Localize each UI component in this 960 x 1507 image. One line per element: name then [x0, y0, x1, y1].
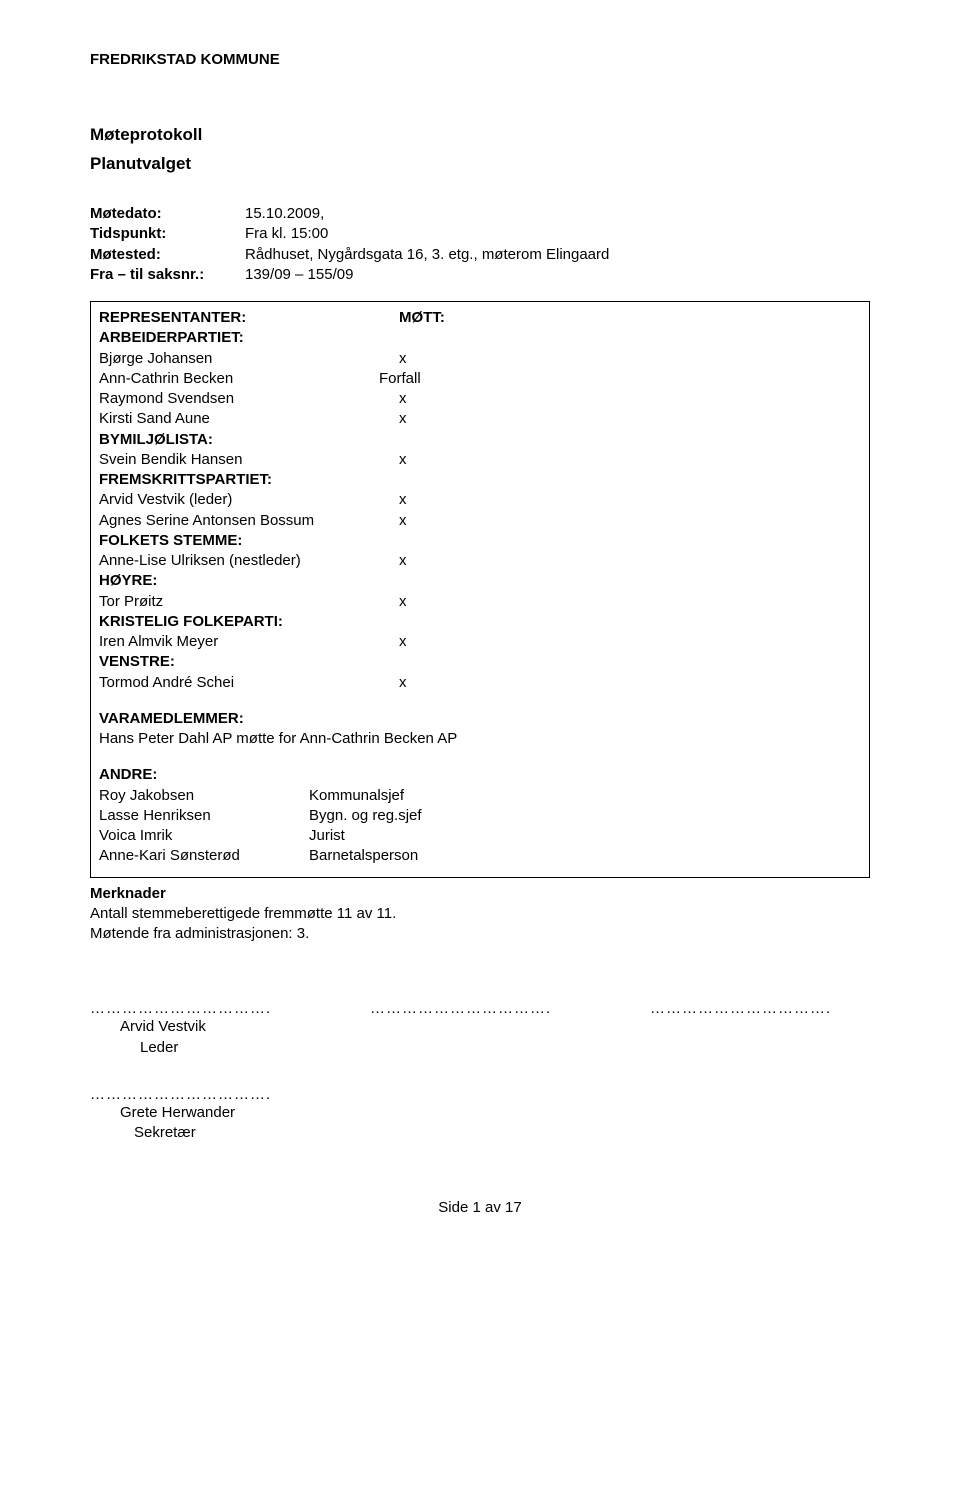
andre-row-3: Voica Imrik Jurist [99, 826, 861, 846]
rep-agnes-status: x [399, 511, 861, 531]
andre-2-role: Bygn. og reg.sjef [309, 806, 422, 826]
signature-row-top: ……………………………. Arvid Vestvik Leder …………………… [90, 1000, 870, 1058]
rep-kirsti: Kirsti Sand Aune x [99, 409, 861, 429]
andre-heading: ANDRE: [99, 765, 861, 785]
sig-dots-1: ……………………………. [90, 1000, 310, 1017]
rep-iren: Iren Almvik Meyer x [99, 632, 861, 652]
sig-slot-4: ……………………………. Grete Herwander Sekretær [90, 1086, 330, 1144]
sig-sek-name: Grete Herwander [90, 1103, 330, 1123]
party-kristelig: KRISTELIG FOLKEPARTI: [99, 612, 861, 632]
representatives-box: REPRESENTANTER: MØTT: ARBEIDERPARTIET: B… [90, 301, 870, 878]
rep-header: REPRESENTANTER: MØTT: [99, 308, 861, 328]
vara-line: Hans Peter Dahl AP møtte for Ann-Cathrin… [99, 729, 861, 749]
rep-agnes: Agnes Serine Antonsen Bossum x [99, 511, 861, 531]
page-footer: Side 1 av 17 [90, 1199, 870, 1216]
rep-bjorge-name: Bjørge Johansen [99, 349, 399, 369]
party-arbeiderpartiet: ARBEIDERPARTIET: [99, 328, 861, 348]
sig-sek-title: Sekretær [90, 1123, 330, 1143]
meta-tidspunkt-label: Tidspunkt: [90, 224, 245, 244]
rep-raymond: Raymond Svendsen x [99, 389, 861, 409]
sig-dots-2: ……………………………. [370, 1000, 590, 1017]
merknader-heading: Merknader [90, 884, 870, 904]
rep-iren-status: x [399, 632, 861, 652]
rep-anncathrin-status: Forfall [379, 369, 861, 389]
meta-motested-label: Møtested: [90, 245, 245, 265]
rep-kirsti-name: Kirsti Sand Aune [99, 409, 399, 429]
vara-heading: VARAMEDLEMMER: [99, 709, 861, 729]
rep-tor-name: Tor Prøitz [99, 592, 399, 612]
andre-3-role: Jurist [309, 826, 345, 846]
meta-saksnr-value: 139/09 – 155/09 [245, 265, 353, 285]
sig-dots-4: ……………………………. [90, 1086, 330, 1103]
andre-1-name: Roy Jakobsen [99, 786, 309, 806]
merknader-line-1: Antall stemmeberettigede fremmøtte 11 av… [90, 904, 870, 924]
andre-row-1: Roy Jakobsen Kommunalsjef [99, 786, 861, 806]
party-venstre: VENSTRE: [99, 652, 861, 672]
title-2: Planutvalget [90, 153, 870, 176]
rep-header-right: MØTT: [399, 308, 861, 328]
rep-anncathrin-name: Ann-Cathrin Becken [99, 369, 399, 389]
rep-tor-status: x [399, 592, 861, 612]
party-folkets: FOLKETS STEMME: [99, 531, 861, 551]
andre-row-2: Lasse Henriksen Bygn. og reg.sjef [99, 806, 861, 826]
merknader-line-2: Møtende fra administrasjonen: 3. [90, 924, 870, 944]
meta-motedato: Møtedato: 15.10.2009, [90, 204, 870, 224]
sig-slot-1: ……………………………. Arvid Vestvik Leder [90, 1000, 310, 1058]
meta-saksnr: Fra – til saksnr.: 139/09 – 155/09 [90, 265, 870, 285]
rep-agnes-name: Agnes Serine Antonsen Bossum [99, 511, 399, 531]
rep-annelise-name: Anne-Lise Ulriksen (nestleder) [99, 551, 399, 571]
rep-svein-name: Svein Bendik Hansen [99, 450, 399, 470]
sig-dots-3: ……………………………. [650, 1000, 870, 1017]
org-name: FREDRIKSTAD KOMMUNE [90, 50, 870, 70]
sig-leder-title: Leder [90, 1038, 310, 1058]
rep-raymond-name: Raymond Svendsen [99, 389, 399, 409]
rep-tormod-name: Tormod André Schei [99, 673, 399, 693]
title-1: Møteprotokoll [90, 124, 870, 147]
meta-tidspunkt: Tidspunkt: Fra kl. 15:00 [90, 224, 870, 244]
rep-bjorge-status: x [399, 349, 861, 369]
rep-header-left: REPRESENTANTER: [99, 308, 399, 328]
rep-anncathrin: Ann-Cathrin Becken Forfall [99, 369, 861, 389]
rep-tormod-status: x [399, 673, 861, 693]
meta-motedato-value: 15.10.2009, [245, 204, 324, 224]
meta-saksnr-label: Fra – til saksnr.: [90, 265, 245, 285]
meta-tidspunkt-value: Fra kl. 15:00 [245, 224, 328, 244]
rep-svein-status: x [399, 450, 861, 470]
sig-leder-name: Arvid Vestvik [90, 1017, 310, 1037]
meta-motested-value: Rådhuset, Nygårdsgata 16, 3. etg., møter… [245, 245, 609, 265]
party-hoyre: HØYRE: [99, 571, 861, 591]
rep-arvid-status: x [399, 490, 861, 510]
rep-raymond-status: x [399, 389, 861, 409]
rep-bjorge: Bjørge Johansen x [99, 349, 861, 369]
sig-slot-2: ……………………………. [370, 1000, 590, 1058]
andre-4-name: Anne-Kari Sønsterød [99, 846, 309, 866]
meta-motedato-label: Møtedato: [90, 204, 245, 224]
page-content: FREDRIKSTAD KOMMUNE Møteprotokoll Planut… [0, 0, 960, 1256]
sig-slot-3: ……………………………. [650, 1000, 870, 1058]
andre-row-4: Anne-Kari Sønsterød Barnetalsperson [99, 846, 861, 866]
andre-4-role: Barnetalsperson [309, 846, 418, 866]
rep-arvid: Arvid Vestvik (leder) x [99, 490, 861, 510]
rep-kirsti-status: x [399, 409, 861, 429]
rep-annelise: Anne-Lise Ulriksen (nestleder) x [99, 551, 861, 571]
andre-3-name: Voica Imrik [99, 826, 309, 846]
rep-annelise-status: x [399, 551, 861, 571]
rep-arvid-name: Arvid Vestvik (leder) [99, 490, 399, 510]
party-fremskrittspartiet: FREMSKRITTSPARTIET: [99, 470, 861, 490]
rep-tor: Tor Prøitz x [99, 592, 861, 612]
rep-iren-name: Iren Almvik Meyer [99, 632, 399, 652]
party-bymiljolista: BYMILJØLISTA: [99, 430, 861, 450]
meta-motested: Møtested: Rådhuset, Nygårdsgata 16, 3. e… [90, 245, 870, 265]
rep-tormod: Tormod André Schei x [99, 673, 861, 693]
andre-2-name: Lasse Henriksen [99, 806, 309, 826]
andre-1-role: Kommunalsjef [309, 786, 404, 806]
rep-svein: Svein Bendik Hansen x [99, 450, 861, 470]
